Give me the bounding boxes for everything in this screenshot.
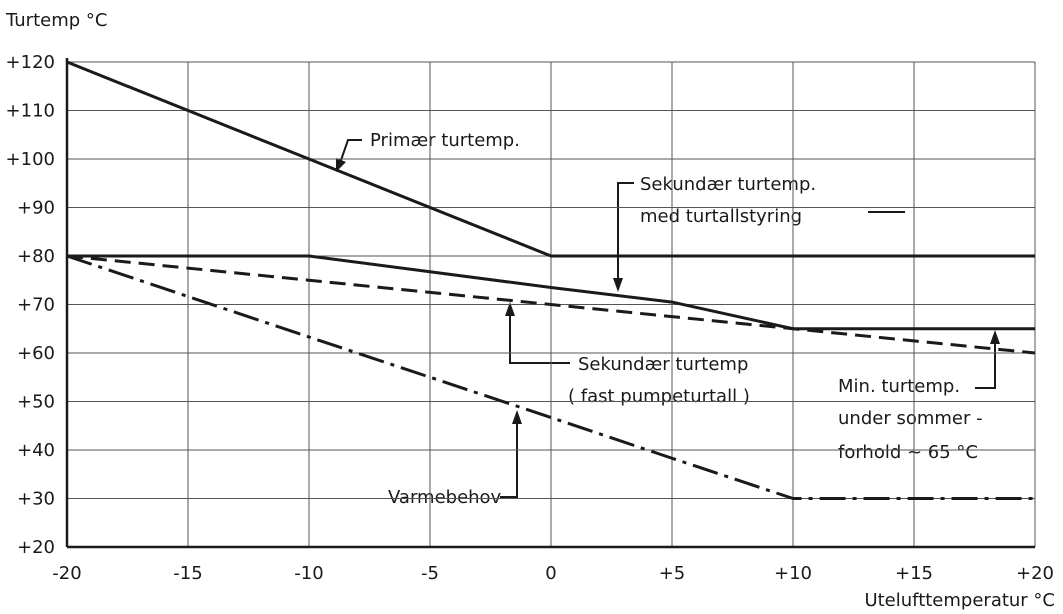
leader [509,312,570,364]
annotation: med turtallstyring [640,206,802,227]
y-tick-label: +50 [17,392,55,413]
annotation: under sommer - [838,408,983,429]
y-tick-label: +60 [17,343,55,364]
leader [500,420,518,498]
y-tick-label: +120 [6,52,55,73]
annotations: Primær turtemp. Sekundær turtemp. med tu… [336,130,1000,508]
annotation: Min. turtemp. [838,376,960,397]
leader [975,340,996,389]
x-tick-label: +15 [895,563,933,584]
series-line [66,254,1036,355]
arrowhead [336,158,346,172]
series-label: Primær turtemp. [370,130,520,151]
y-tick-label: +100 [6,149,55,170]
y-tick-label: +80 [17,246,55,267]
series-label: Sekundær turtemp. [640,174,816,195]
y-axis-title: Turtemp °C [5,10,107,31]
arrowhead [505,302,515,316]
series-label: Sekundær turtemp [578,354,748,375]
y-tick-label: +40 [17,440,55,461]
y-tick-label: +20 [17,537,55,558]
x-axis-title: Utelufttemperatur °C [864,590,1055,611]
y-tick-label: +30 [17,489,55,510]
x-tick-label: +10 [774,563,812,584]
arrowhead [990,330,1000,344]
leader [339,139,362,164]
x-tick-label: +20 [1016,563,1054,584]
x-tick-label: +5 [659,563,686,584]
y-tick-label: +90 [17,198,55,219]
series-line [66,254,1035,500]
arrowhead [512,410,522,424]
series-line [66,60,1035,258]
x-tick-label: 0 [545,563,556,584]
x-tick-label: -10 [294,563,323,584]
x-tick-label: -20 [52,563,81,584]
annotation: forhold ~ 65 °C [838,442,978,463]
leader [617,182,634,282]
annotation: ( fast pumpeturtall ) [568,386,750,407]
series-label: Varmebehov [388,487,502,508]
arrowhead [613,278,623,292]
x-tick-label: -5 [421,563,439,584]
y-tick-label: +70 [17,295,55,316]
series-line [67,254,1035,331]
x-tick-label: -15 [173,563,202,584]
y-tick-label: +110 [6,101,55,122]
